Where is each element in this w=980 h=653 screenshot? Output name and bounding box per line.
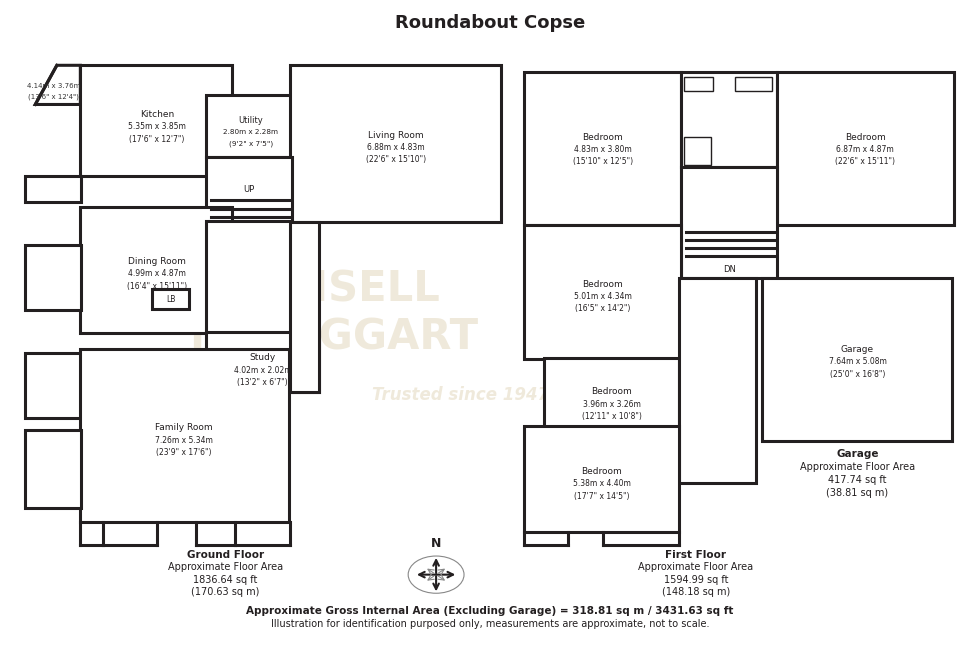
Text: (23'9" x 17'6"): (23'9" x 17'6") xyxy=(157,448,212,457)
Bar xyxy=(681,167,777,278)
Bar xyxy=(206,157,292,222)
Bar xyxy=(152,289,189,309)
Text: 1836.64 sq ft: 1836.64 sq ft xyxy=(193,575,258,585)
Text: Ground Floor: Ground Floor xyxy=(187,550,264,560)
Text: 1594.99 sq ft: 1594.99 sq ft xyxy=(663,575,728,585)
Bar xyxy=(24,430,81,508)
Text: Living Room: Living Room xyxy=(368,131,423,140)
Bar xyxy=(206,95,294,157)
Bar xyxy=(544,358,679,441)
Text: (38.81 sq m): (38.81 sq m) xyxy=(826,488,889,498)
Text: Garage: Garage xyxy=(836,449,879,459)
Text: Approximate Floor Area: Approximate Floor Area xyxy=(168,562,283,573)
Text: LB: LB xyxy=(166,295,175,304)
Text: (13'6" x 12'4"): (13'6" x 12'4") xyxy=(28,93,79,100)
Text: Roundabout Copse: Roundabout Copse xyxy=(395,14,585,32)
Bar xyxy=(206,332,318,392)
Text: 5.01m x 4.34m: 5.01m x 4.34m xyxy=(573,292,632,301)
Bar xyxy=(524,225,681,359)
Text: Bedroom: Bedroom xyxy=(845,133,886,142)
Text: DN: DN xyxy=(722,264,736,274)
Text: (12'11" x 10'8"): (12'11" x 10'8") xyxy=(581,412,642,421)
Text: Approximate Floor Area: Approximate Floor Area xyxy=(638,562,754,573)
Text: (17'7" x 14'5"): (17'7" x 14'5") xyxy=(574,492,629,501)
Bar xyxy=(684,137,711,165)
Text: Bedroom: Bedroom xyxy=(591,387,632,396)
Bar xyxy=(206,221,292,333)
Bar xyxy=(80,65,232,176)
Text: Bedroom: Bedroom xyxy=(582,279,623,289)
Text: N: N xyxy=(431,537,441,550)
Text: Bedroom: Bedroom xyxy=(582,133,623,142)
Bar xyxy=(24,176,81,202)
Bar xyxy=(290,65,501,222)
Text: Utility: Utility xyxy=(238,116,264,125)
Text: (22'6" x 15'10"): (22'6" x 15'10") xyxy=(366,155,426,165)
Text: (148.18 sq m): (148.18 sq m) xyxy=(662,587,730,597)
Text: UP: UP xyxy=(243,185,255,194)
Text: 7.64m x 5.08m: 7.64m x 5.08m xyxy=(828,357,887,366)
Text: Garage: Garage xyxy=(841,345,874,354)
Text: (9'2" x 7'5"): (9'2" x 7'5") xyxy=(228,140,273,147)
Text: (15'10" x 12'5"): (15'10" x 12'5") xyxy=(572,157,633,167)
Text: (16'5" x 14'2"): (16'5" x 14'2") xyxy=(575,304,630,313)
Text: Study: Study xyxy=(250,353,275,362)
Bar xyxy=(681,72,777,167)
Text: (17'6" x 12'7"): (17'6" x 12'7") xyxy=(129,135,184,144)
Text: 5.38m x 4.40m: 5.38m x 4.40m xyxy=(572,479,631,488)
Text: 4.83m x 3.80m: 4.83m x 3.80m xyxy=(574,145,631,154)
Text: First Floor: First Floor xyxy=(665,550,726,560)
Text: 3.96m x 3.26m: 3.96m x 3.26m xyxy=(582,400,641,409)
Text: 4.02m x 2.02m: 4.02m x 2.02m xyxy=(234,366,291,375)
Text: 2.80m x 2.28m: 2.80m x 2.28m xyxy=(223,129,278,135)
Text: Approximate Gross Internal Area (Excluding Garage) = 318.81 sq m / 3431.63 sq ft: Approximate Gross Internal Area (Excludi… xyxy=(246,605,734,616)
Text: Approximate Floor Area: Approximate Floor Area xyxy=(800,462,915,472)
Text: 417.74 sq ft: 417.74 sq ft xyxy=(828,475,887,485)
Text: HANSELL
MCTAGGART: HANSELL MCTAGGART xyxy=(188,268,478,358)
Bar xyxy=(777,72,954,225)
Bar xyxy=(24,353,81,418)
Bar xyxy=(524,426,679,532)
Bar xyxy=(80,207,232,333)
Text: 6.87m x 4.87m: 6.87m x 4.87m xyxy=(837,145,894,154)
Text: (16'4" x 15'11"): (16'4" x 15'11") xyxy=(126,281,187,291)
Bar xyxy=(679,278,756,483)
Text: Dining Room: Dining Room xyxy=(127,257,186,266)
Text: Bedroom: Bedroom xyxy=(581,467,622,476)
Bar xyxy=(524,72,681,225)
Bar xyxy=(290,222,319,392)
Text: (25'0" x 16'8"): (25'0" x 16'8") xyxy=(830,370,885,379)
Bar xyxy=(684,77,713,91)
Text: (13'2" x 6'7"): (13'2" x 6'7") xyxy=(237,378,288,387)
Text: (170.63 sq m): (170.63 sq m) xyxy=(191,587,260,597)
Text: 4.99m x 4.87m: 4.99m x 4.87m xyxy=(127,269,186,278)
Text: (22'6" x 15'11"): (22'6" x 15'11") xyxy=(835,157,896,167)
Bar xyxy=(762,278,952,441)
Text: Family Room: Family Room xyxy=(156,423,213,432)
Text: Trusted since 1947: Trusted since 1947 xyxy=(372,386,549,404)
Bar xyxy=(80,349,289,522)
Text: Kitchen: Kitchen xyxy=(140,110,173,119)
Text: 4.14m x 3.76m: 4.14m x 3.76m xyxy=(27,83,80,89)
Text: 7.26m x 5.34m: 7.26m x 5.34m xyxy=(155,436,214,445)
Text: 6.88m x 4.83m: 6.88m x 4.83m xyxy=(368,143,424,152)
Bar xyxy=(735,77,772,91)
Text: Illustration for identification purposed only, measurements are approximate, not: Illustration for identification purposed… xyxy=(270,619,710,629)
Polygon shape xyxy=(35,65,80,104)
Text: 5.35m x 3.85m: 5.35m x 3.85m xyxy=(127,122,186,131)
Bar xyxy=(24,245,81,310)
